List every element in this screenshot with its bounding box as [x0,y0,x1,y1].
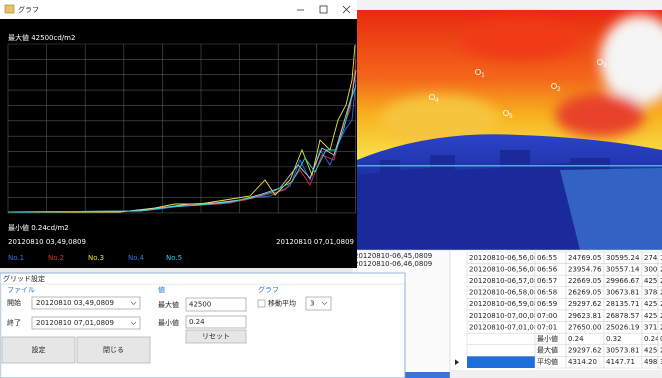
side-list-item: 20120810-06,46,0809 [354,260,432,268]
table-cell-text: 平均値 [537,357,558,366]
table-cell-text: 29297.62 [568,347,601,355]
group-label: グラフ [258,285,279,294]
legend-item: No.1 [8,254,24,262]
start-label: 開始 [7,298,21,307]
end-label: 終了 [7,318,21,327]
dialog-title: グリッド設定 [3,274,45,283]
max-label: 最大値 42500cd/m2 [8,33,75,42]
table-cell-text: 27650.00 [568,323,601,331]
table-cell-text: 22669.05 [568,277,601,285]
table-cell-text: 06:58 [537,289,557,297]
min-value: 0.24 [189,318,205,326]
image-titlebar [355,0,662,10]
average-value: 3 [310,300,314,308]
moving-average-label: 移動平均 [268,299,296,308]
graph-titlebar [0,0,357,19]
x-end-label: 20120810 07,01,0809 [276,238,354,246]
legend-item: No.3 [88,254,104,262]
table-cell-text: 30595.24 [606,254,640,262]
image-window: 1 2 3 4 5 [355,0,662,250]
table-cell-text: 24769.05 [568,254,601,262]
table-cell-text: 4147.71 [606,358,635,366]
table-cell-text: 06:59 [537,300,557,308]
group-label: 値 [158,285,165,294]
table-cell-text: 07:01 [537,323,557,331]
point-label: 1 [481,72,485,79]
point-label: 2 [557,86,561,93]
table-cell-text: 30673.81 [606,289,639,297]
table-cell-text: 4314.20 [568,358,597,366]
table-cell-text: 06:57 [537,277,557,285]
table-cell-text: 0.24 [644,335,660,343]
legend-item: No.2 [48,254,64,262]
table-cell-text: 最大値 [537,346,558,355]
graph-window: グラフ 最大値 42500cd/m2 最小値 0.24cd/m2 2012081… [0,0,357,268]
table-cell-text: 30573.81 [606,347,639,355]
table-cell [467,345,535,357]
max-label: 最大値 [158,300,179,309]
table-cell-text: 25026.19 [606,323,639,331]
max-value: 42500 [189,301,211,309]
dialog-titlebar [1,274,405,284]
data-table: 20120810-06,56,080906:5524769.0530595.24… [450,250,662,378]
grid-settings-dialog: グリッド設定 ファイル 開始 20120810 03,49,0809 終了 20… [0,273,405,378]
table-cell-text: 0.24 [568,335,584,343]
table-cell-text: 06:56 [537,265,558,273]
table-cell-text: 29297.62 [568,300,601,308]
heatmap-horizon [357,165,662,167]
table-cell-text: 26269.05 [568,289,601,297]
table-cell-text: 29623.81 [568,312,601,320]
moving-average-checkbox[interactable] [258,300,265,307]
end-value: 20120810 07,01,0809 [36,319,114,327]
table-cell-text: 0.32 [606,335,622,343]
screen: 1 2 3 4 5 20120810-06,45,0809 20120810-06,46… [0,0,662,378]
close-button-label: 閉じる [103,346,124,354]
table-cell-text: 06:55 [537,254,557,262]
set-button-label: 設定 [32,345,46,354]
table-cell [467,333,535,345]
table-cell-text: 最小値 [537,334,558,343]
min-label: 最小値 [158,318,179,327]
table-cell-text: 23954.76 [568,265,602,273]
table-cell-text: 29966.67 [606,277,639,285]
table-cell-text: 26878.57 [606,312,639,320]
reset-button-label: リセット [202,333,230,341]
point-label: 4 [435,97,439,104]
start-value: 20120810 03,49,0809 [36,299,114,307]
min-label: 最小値 0.24cd/m2 [8,223,69,232]
group-label: ファイル [7,286,35,294]
table-scrollbar [450,370,662,378]
table-cell-text: 07:00 [537,312,557,320]
side-list-item: 20120810-06,45,0809 [354,252,432,260]
x-start-label: 20120810 03,49,0809 [8,238,86,246]
legend-item: No.4 [128,254,145,262]
selected-cell [467,356,535,368]
point-label: 3 [603,62,607,69]
legend-item: No.5 [166,254,182,262]
point-label: 5 [509,113,513,120]
table-cell-text: 30557.14 [606,265,640,273]
table-cell-text: 28135.71 [606,300,639,308]
app-icon [5,5,14,13]
window-title: グラフ [18,5,39,14]
